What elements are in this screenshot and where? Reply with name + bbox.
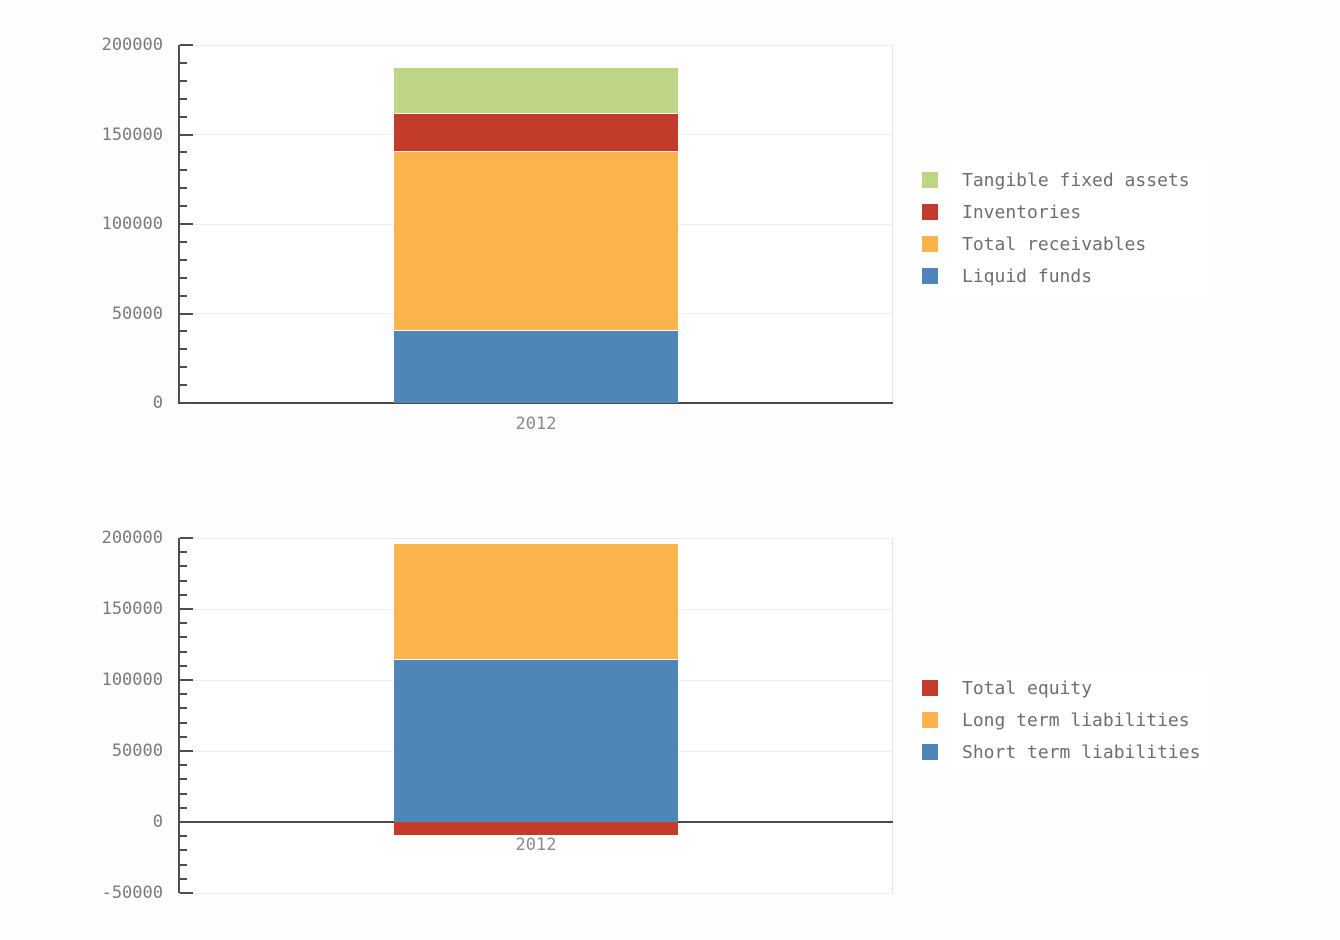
y-minor-tick xyxy=(180,79,187,82)
y-minor-tick xyxy=(180,806,187,809)
y-minor-tick xyxy=(180,169,187,172)
y-major-tick xyxy=(180,312,193,315)
legend-label: Long term liabilities xyxy=(962,709,1190,731)
y-tick-label: 200000 xyxy=(101,528,163,548)
y-major-tick xyxy=(180,44,193,46)
y-minor-tick xyxy=(180,764,187,767)
legend-item: Total receivables xyxy=(908,228,1208,260)
y-minor-tick xyxy=(180,565,187,568)
legend-swatch xyxy=(922,172,938,188)
bar-segment xyxy=(394,68,678,115)
y-major-tick xyxy=(180,892,193,894)
y-minor-tick xyxy=(180,366,187,369)
legend-item: Inventories xyxy=(908,196,1208,228)
y-minor-tick xyxy=(180,664,187,667)
y-minor-tick xyxy=(180,276,187,279)
y-minor-tick xyxy=(180,792,187,795)
y-minor-tick xyxy=(180,650,187,653)
y-minor-tick xyxy=(180,693,187,696)
legend-item: Long term liabilities xyxy=(908,704,1208,736)
y-major-tick xyxy=(180,679,193,681)
x-tick-label: 2012 xyxy=(515,834,557,855)
y-minor-tick xyxy=(180,61,187,64)
y-minor-tick xyxy=(180,835,187,838)
y-tick-label: 100000 xyxy=(101,214,163,234)
y-major-tick xyxy=(180,608,193,610)
bar-segment xyxy=(394,329,678,403)
legend-label: Liquid funds xyxy=(962,265,1093,287)
y-minor-tick xyxy=(180,849,187,852)
y-tick-label: 100000 xyxy=(101,670,163,690)
y-minor-tick xyxy=(180,636,187,639)
y-minor-tick xyxy=(180,258,187,261)
liabilities-equity-legend: Total equity Long term liabilities Short t… xyxy=(908,666,1208,774)
legend-swatch xyxy=(922,204,938,220)
y-tick-label: 50000 xyxy=(111,741,163,761)
y-minor-tick xyxy=(180,187,187,190)
x-axis-line xyxy=(178,402,893,404)
y-minor-tick xyxy=(180,348,187,351)
y-minor-tick xyxy=(180,240,187,243)
legend-swatch xyxy=(922,236,938,252)
y-tick-label: 50000 xyxy=(111,303,163,324)
assets-chart: 0 50000 100000 150000 200000 2012 xyxy=(102,36,893,433)
bar-segment xyxy=(394,822,678,835)
y-tick-label: 0 xyxy=(152,393,163,413)
legend-item: Liquid funds xyxy=(908,260,1208,292)
legend-item: Short term liabilities xyxy=(908,736,1208,768)
legend-item: Total equity xyxy=(908,672,1208,704)
y-minor-tick xyxy=(180,294,187,297)
y-minor-tick xyxy=(180,115,187,118)
assets-legend: Tangible fixed assets Inventories Total re… xyxy=(908,158,1208,298)
y-major-tick xyxy=(180,750,193,752)
y-major-tick xyxy=(180,537,193,539)
y-axis-spine xyxy=(178,538,180,893)
y-major-tick xyxy=(180,223,193,225)
legend-swatch xyxy=(922,268,938,284)
y-minor-tick xyxy=(180,551,187,554)
y-minor-tick xyxy=(180,707,187,710)
y-minor-tick xyxy=(180,384,187,387)
legend-swatch xyxy=(922,680,938,696)
legend-label: Total receivables xyxy=(962,233,1147,255)
legend-item: Tangible fixed assets xyxy=(908,164,1208,196)
bar-segment xyxy=(394,113,678,152)
legend-label: Inventories xyxy=(962,201,1082,223)
y-tick-label: 150000 xyxy=(101,599,163,619)
legend-swatch xyxy=(922,744,938,760)
legend-label: Short term liabilities xyxy=(962,741,1201,763)
y-minor-tick xyxy=(180,593,187,596)
y-major-tick xyxy=(180,133,193,136)
x-tick-label: 2012 xyxy=(515,414,557,434)
bar-segment xyxy=(394,150,678,331)
y-minor-tick xyxy=(180,579,187,582)
y-minor-tick xyxy=(180,721,187,724)
y-minor-tick xyxy=(180,97,187,100)
gridline xyxy=(178,537,893,539)
y-major-tick xyxy=(180,402,193,404)
plot-right-border xyxy=(892,538,893,893)
y-major-tick xyxy=(180,821,193,823)
y-minor-tick xyxy=(180,205,187,208)
liabilities-equity-chart: -50000 0 50000 100000 150000 200000 2012 xyxy=(102,529,893,902)
gridline xyxy=(178,892,893,894)
y-tick-label: 0 xyxy=(152,812,163,832)
legend-swatch xyxy=(922,712,938,728)
y-tick-label: 200000 xyxy=(101,35,163,55)
y-minor-tick xyxy=(180,330,187,333)
gridline xyxy=(178,44,893,46)
y-minor-tick xyxy=(180,863,187,866)
y-minor-tick xyxy=(180,877,187,880)
bar-segment xyxy=(394,543,678,660)
y-minor-tick xyxy=(180,622,187,625)
legend-label: Total equity xyxy=(962,677,1093,699)
y-minor-tick xyxy=(180,151,187,154)
y-axis-spine xyxy=(178,45,180,403)
y-tick-label: 150000 xyxy=(101,124,163,145)
bar-segment xyxy=(394,658,678,822)
y-tick-label: -50000 xyxy=(101,883,163,903)
y-minor-tick xyxy=(180,778,187,781)
y-minor-tick xyxy=(180,735,187,738)
legend-label: Tangible fixed assets xyxy=(962,169,1190,191)
